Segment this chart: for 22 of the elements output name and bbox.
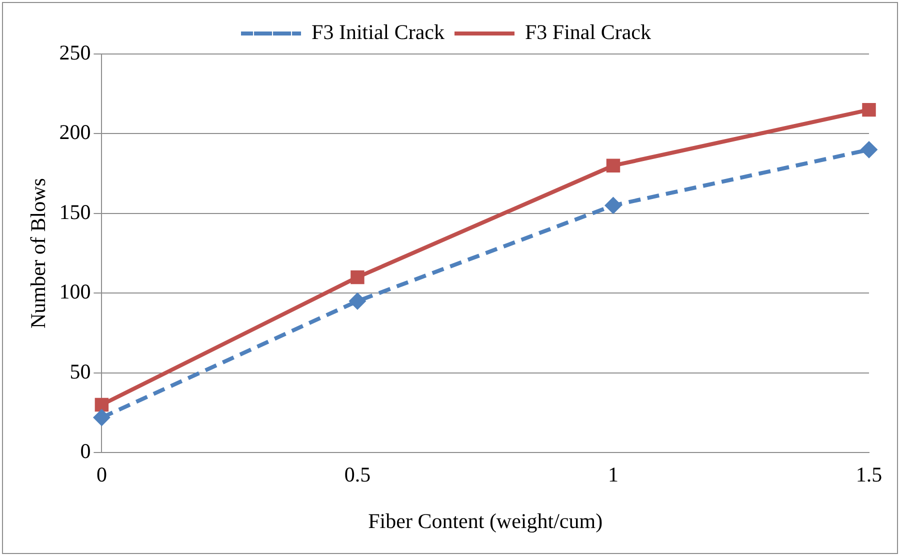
y-tick-label: 200 (59, 120, 91, 144)
y-tick-label: 150 (59, 200, 91, 224)
y-axis-title: Number of Blows (26, 178, 50, 329)
x-tick-label: 1.5 (856, 462, 882, 487)
point (350, 270, 364, 284)
x-axis-title: Fiber Content (weight/cum) (368, 508, 603, 533)
y-tick-label: 100 (59, 280, 91, 304)
point (348, 292, 366, 310)
point (94, 398, 109, 412)
y-tick-label: 50 (70, 359, 91, 384)
legend-label: F3 Initial Crack (312, 20, 445, 44)
point (862, 102, 876, 117)
x-tick-label: 0 (96, 462, 107, 487)
y-tick-label: 0 (80, 439, 91, 464)
point (606, 158, 620, 172)
point (860, 141, 878, 158)
y-tick-label: 250 (59, 40, 91, 65)
x-tick-label: 1 (608, 462, 618, 487)
legend-label: F3 Final Crack (524, 20, 652, 44)
x-tick-label: 0.5 (344, 462, 371, 487)
point (93, 409, 110, 426)
point (604, 196, 622, 214)
